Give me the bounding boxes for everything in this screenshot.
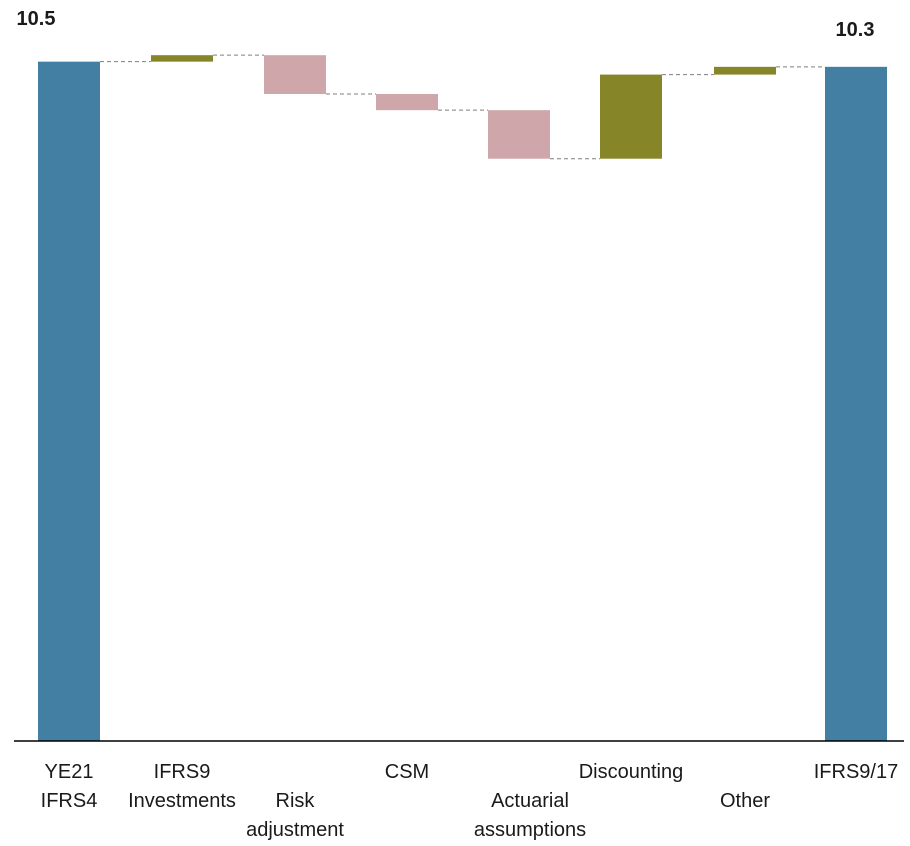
bar-increase-1: [151, 55, 213, 62]
category-label: YE21 IFRS4: [41, 761, 98, 812]
connector-lines: [100, 54, 825, 160]
bar-total-0: [38, 61, 100, 741]
category-label: Risk adjustment: [246, 790, 344, 841]
bar-decrease-4: [488, 110, 550, 159]
bar-total-7: [825, 66, 887, 742]
value-label: 10.3: [836, 19, 875, 41]
category-label: IFRS9 Investments: [128, 761, 236, 812]
category-label: Discounting: [579, 761, 684, 783]
bar-increase-5: [600, 74, 662, 159]
bars-group: [38, 55, 887, 742]
bar-decrease-3: [376, 94, 438, 111]
value-label: 10.5: [17, 8, 56, 30]
category-label: Other: [720, 790, 770, 812]
value-labels: 10.5 10.3: [17, 8, 875, 41]
bar-increase-6: [714, 66, 776, 75]
category-label: CSM: [385, 761, 429, 783]
category-labels: YE21 IFRS4 IFRS9 Investments Risk adjustment C…: [41, 761, 899, 841]
category-label: IFRS9/17: [814, 761, 898, 783]
category-label: Actuarial assumptions: [474, 790, 586, 841]
bar-decrease-2: [264, 55, 326, 94]
